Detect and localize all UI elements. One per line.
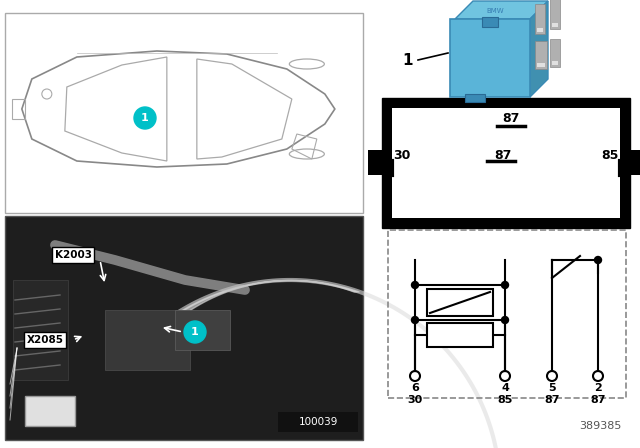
Bar (175, 310, 230, 350)
Bar (368, 150, 382, 175)
Polygon shape (530, 1, 548, 97)
Bar (535, 41, 547, 69)
Text: 1: 1 (141, 113, 149, 123)
Bar (552, 61, 558, 65)
Text: 87: 87 (494, 148, 512, 161)
Text: 389385: 389385 (579, 421, 621, 431)
Bar (427, 289, 493, 316)
Text: 30: 30 (408, 395, 422, 405)
Bar (482, 17, 498, 27)
Circle shape (502, 316, 509, 323)
Text: K2003: K2003 (54, 250, 92, 260)
Bar (105, 310, 190, 370)
Text: 87: 87 (544, 395, 560, 405)
Text: 1: 1 (403, 52, 413, 68)
Bar (550, 0, 560, 29)
Circle shape (412, 281, 419, 289)
Text: 100039: 100039 (298, 417, 338, 427)
Text: BMW: BMW (486, 8, 504, 14)
Text: 1: 1 (191, 327, 199, 337)
Bar (25, 396, 75, 426)
Text: 85: 85 (602, 148, 619, 161)
Text: 85: 85 (497, 395, 513, 405)
Bar (535, 4, 545, 34)
Text: 6: 6 (411, 383, 419, 393)
Bar (550, 39, 560, 67)
Bar (537, 28, 543, 32)
Text: 2: 2 (594, 383, 602, 393)
Circle shape (184, 321, 206, 343)
Text: X2085: X2085 (26, 335, 63, 345)
Text: 30: 30 (394, 148, 411, 161)
Bar (13, 280, 68, 380)
Text: 87: 87 (590, 395, 605, 405)
Bar (5, 216, 363, 440)
Text: 4: 4 (501, 383, 509, 393)
Bar (450, 19, 530, 97)
Circle shape (595, 257, 602, 263)
Bar (278, 412, 358, 432)
Bar (5, 13, 363, 213)
Circle shape (134, 107, 156, 129)
Circle shape (412, 316, 419, 323)
Circle shape (502, 281, 509, 289)
Text: 5: 5 (548, 383, 556, 393)
Bar (388, 230, 626, 398)
Text: 87: 87 (502, 112, 520, 125)
Bar (537, 63, 545, 67)
Bar (382, 98, 630, 228)
Bar (630, 150, 640, 175)
Polygon shape (455, 1, 548, 19)
Bar (427, 323, 493, 347)
Bar (552, 23, 558, 27)
Bar (465, 94, 485, 102)
Bar (392, 108, 620, 218)
